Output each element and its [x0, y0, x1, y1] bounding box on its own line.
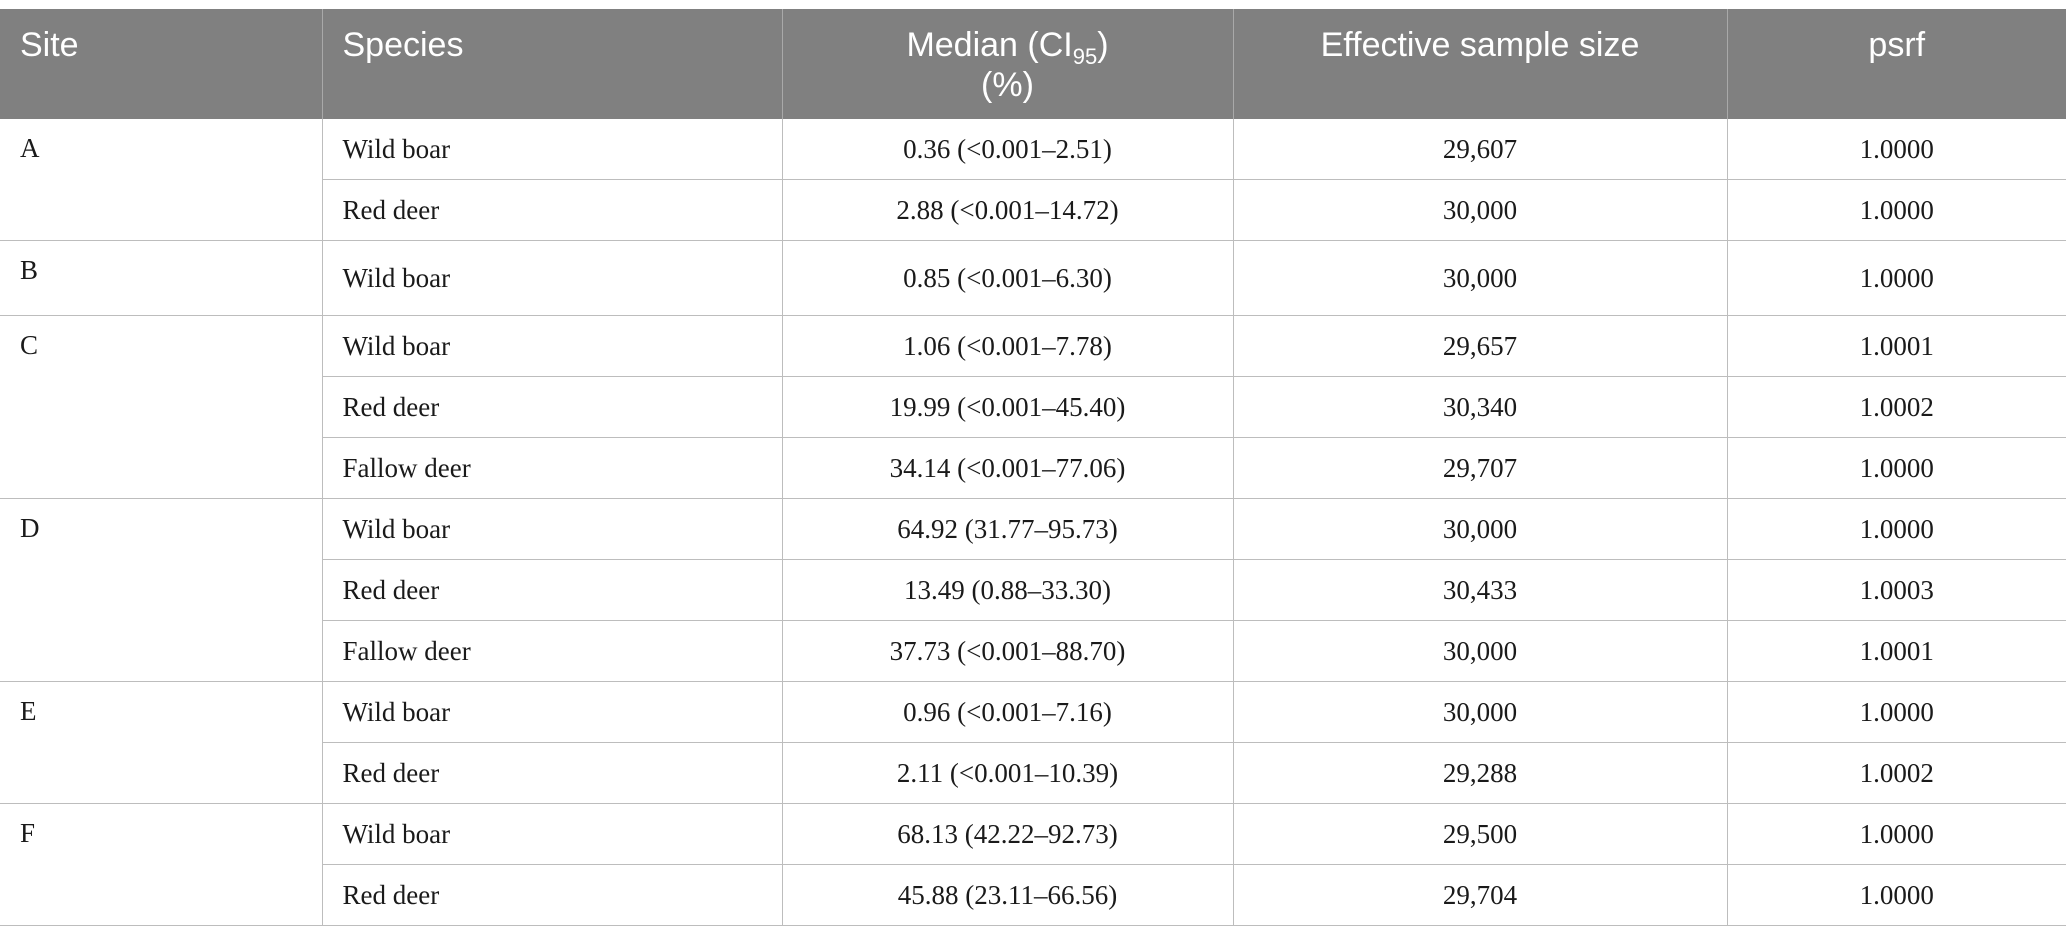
- table-row: Red deer 2.88 (<0.001–14.72) 30,000 1.0000: [0, 179, 2066, 241]
- median-cell: 13.49 (0.88–33.30): [782, 559, 1234, 621]
- site-cell: A: [0, 119, 323, 241]
- table-row: Red deer 13.49 (0.88–33.30) 30,433 1.0003: [0, 559, 2066, 621]
- effective-sample-size-cell: 30,433: [1233, 559, 1728, 621]
- median-cell: 0.96 (<0.001–7.16): [782, 681, 1234, 743]
- psrf-cell: 1.0000: [1727, 240, 2066, 316]
- median-cell: 0.85 (<0.001–6.30): [782, 240, 1234, 316]
- effective-sample-size-cell: 29,704: [1233, 864, 1728, 926]
- effective-sample-size-cell: 29,657: [1233, 315, 1728, 377]
- median-cell: 37.73 (<0.001–88.70): [782, 620, 1234, 682]
- table-row: D Wild boar 64.92 (31.77–95.73) 30,000 1.000…: [0, 498, 2066, 682]
- effective-sample-size-cell: 30,000: [1233, 620, 1728, 682]
- median-cell: 1.06 (<0.001–7.78): [782, 315, 1234, 377]
- site-cell: D: [0, 498, 323, 682]
- table-header: Site Species Median (CI95) (%) Effective …: [0, 9, 2066, 119]
- header-median-close: ): [1097, 26, 1109, 64]
- species-cell: Red deer: [322, 376, 783, 438]
- table-row: B Wild boar 0.85 (<0.001–6.30) 30,000 1.0000: [0, 240, 2066, 316]
- species-cell: Red deer: [322, 179, 783, 241]
- effective-sample-size-cell: 29,288: [1233, 742, 1728, 804]
- psrf-cell: 1.0000: [1727, 437, 2066, 499]
- header-median-label: Median (CI: [906, 26, 1073, 64]
- species-cell: Wild boar: [322, 315, 783, 377]
- site-cell: F: [0, 803, 323, 926]
- table-row: Fallow deer 37.73 (<0.001–88.70) 30,000 1.0…: [0, 620, 2066, 682]
- header-median: Median (CI95) (%): [782, 9, 1234, 119]
- header-species: Species: [322, 9, 783, 119]
- table-row: Red deer 2.11 (<0.001–10.39) 29,288 1.0002: [0, 742, 2066, 804]
- psrf-cell: 1.0003: [1727, 559, 2066, 621]
- table-row: Red deer 19.99 (<0.001–45.40) 30,340 1.0002: [0, 376, 2066, 438]
- species-cell: Wild boar: [322, 803, 783, 865]
- median-cell: 45.88 (23.11–66.56): [782, 864, 1234, 926]
- psrf-cell: 1.0000: [1727, 498, 2066, 560]
- table-row: F Wild boar 68.13 (42.22–92.73) 29,500 1.000…: [0, 803, 2066, 926]
- species-cell: Red deer: [322, 559, 783, 621]
- median-cell: 68.13 (42.22–92.73): [782, 803, 1234, 865]
- psrf-cell: 1.0002: [1727, 742, 2066, 804]
- psrf-cell: 1.0000: [1727, 681, 2066, 743]
- median-cell: 0.36 (<0.001–2.51): [782, 119, 1234, 180]
- effective-sample-size-cell: 30,000: [1233, 498, 1728, 560]
- header-row: Site Species Median (CI95) (%) Effective …: [0, 9, 2066, 119]
- header-psrf: psrf: [1868, 26, 1926, 64]
- psrf-cell: 1.0000: [1727, 864, 2066, 926]
- header-effective-sample-size: Effective sample size: [1233, 9, 1728, 119]
- species-cell: Wild boar: [322, 498, 783, 560]
- median-cell: 19.99 (<0.001–45.40): [782, 376, 1234, 438]
- species-cell: Red deer: [322, 864, 783, 926]
- table-row: C Wild boar 1.06 (<0.001–7.78) 29,657 1.0001: [0, 315, 2066, 499]
- species-cell: Fallow deer: [322, 620, 783, 682]
- header-median-unit: (%): [981, 66, 1034, 104]
- psrf-cell: 1.0001: [1727, 315, 2066, 377]
- species-cell: Fallow deer: [322, 437, 783, 499]
- species-cell: Wild boar: [322, 681, 783, 743]
- effective-sample-size-cell: 30,000: [1233, 681, 1728, 743]
- header-site: Site: [0, 9, 323, 119]
- effective-sample-size-cell: 30,000: [1233, 240, 1728, 316]
- table-row: Red deer 45.88 (23.11–66.56) 29,704 1.0000: [0, 864, 2066, 926]
- table-row: A Wild boar 0.36 (<0.001–2.51) 29,607 1.0000: [0, 119, 2066, 241]
- effective-sample-size-cell: 30,000: [1233, 179, 1728, 241]
- table-row: E Wild boar 0.96 (<0.001–7.16) 30,000 1.0000: [0, 681, 2066, 804]
- effective-sample-size-cell: 29,707: [1233, 437, 1728, 499]
- table-body: A Wild boar 0.36 (<0.001–2.51) 29,607 1.0000…: [0, 119, 2066, 926]
- header-median-subscript: 95: [1072, 44, 1098, 69]
- results-table: Site Species Median (CI95) (%) Effective …: [0, 9, 2066, 926]
- site-cell: C: [0, 315, 323, 499]
- site-cell: E: [0, 681, 323, 804]
- psrf-cell: 1.0002: [1727, 376, 2066, 438]
- psrf-cell: 1.0001: [1727, 620, 2066, 682]
- effective-sample-size-cell: 29,607: [1233, 119, 1728, 180]
- species-cell: Wild boar: [322, 240, 783, 316]
- species-cell: Wild boar: [322, 119, 783, 180]
- median-cell: 64.92 (31.77–95.73): [782, 498, 1234, 560]
- psrf-cell: 1.0000: [1727, 179, 2066, 241]
- psrf-cell: 1.0000: [1727, 803, 2066, 865]
- median-cell: 2.88 (<0.001–14.72): [782, 179, 1234, 241]
- psrf-cell: 1.0000: [1727, 119, 2066, 180]
- median-cell: 2.11 (<0.001–10.39): [782, 742, 1234, 804]
- species-cell: Red deer: [322, 742, 783, 804]
- table-row: Fallow deer 34.14 (<0.001–77.06) 29,707 1.0…: [0, 437, 2066, 499]
- median-cell: 34.14 (<0.001–77.06): [782, 437, 1234, 499]
- site-cell: B: [0, 240, 323, 316]
- effective-sample-size-cell: 30,340: [1233, 376, 1728, 438]
- effective-sample-size-cell: 29,500: [1233, 803, 1728, 865]
